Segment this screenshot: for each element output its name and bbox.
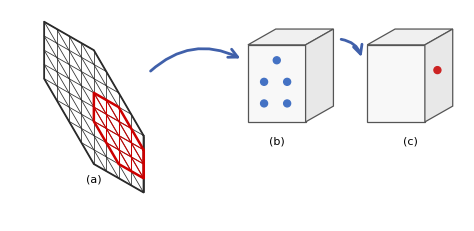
- Circle shape: [434, 67, 441, 74]
- Polygon shape: [248, 30, 333, 46]
- Text: (b): (b): [269, 136, 285, 146]
- Text: (c): (c): [402, 136, 418, 146]
- Text: (a): (a): [86, 174, 101, 184]
- Polygon shape: [425, 30, 453, 122]
- Polygon shape: [367, 30, 453, 46]
- Polygon shape: [367, 46, 425, 122]
- Circle shape: [283, 100, 291, 107]
- Circle shape: [261, 100, 267, 107]
- Circle shape: [273, 58, 280, 64]
- Polygon shape: [306, 30, 333, 122]
- Circle shape: [283, 79, 291, 86]
- Polygon shape: [248, 46, 306, 122]
- Circle shape: [261, 79, 267, 86]
